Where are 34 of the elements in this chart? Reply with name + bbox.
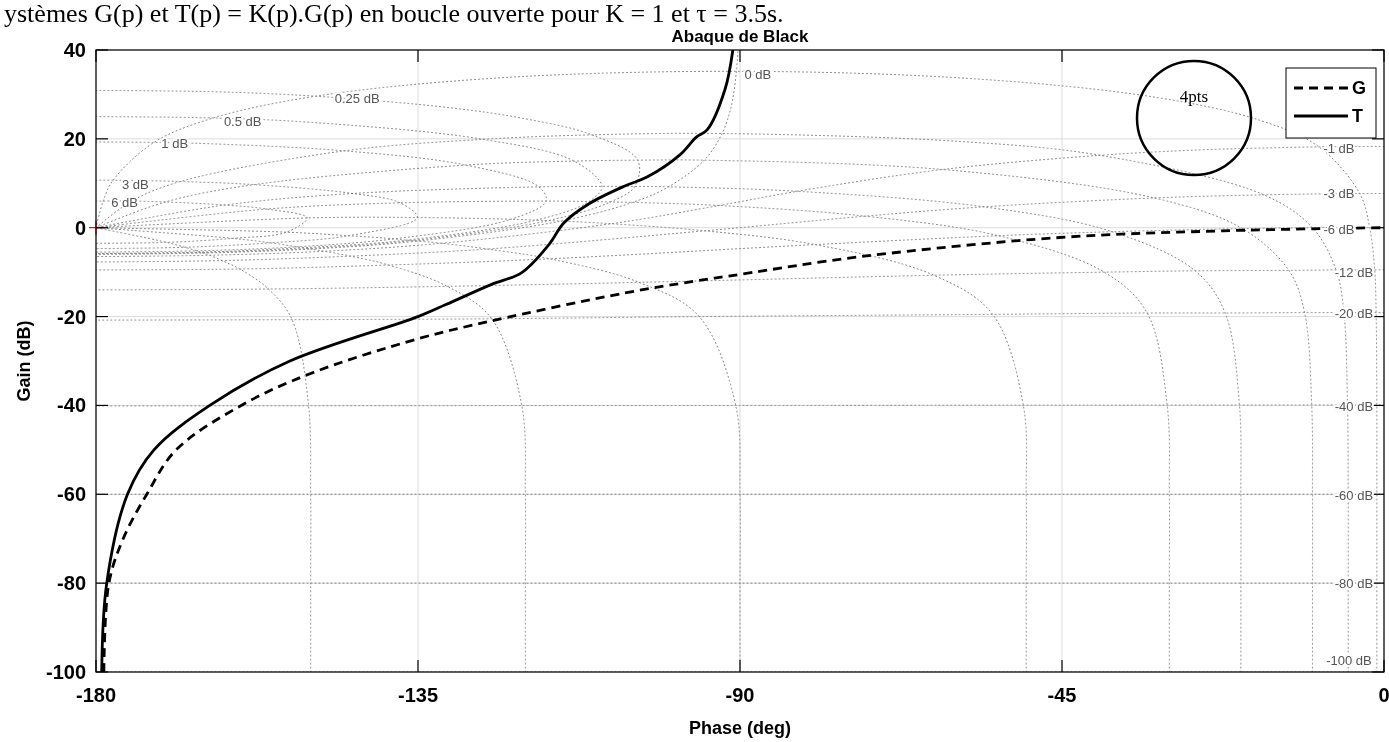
- annotation: 6 dB: [111, 194, 138, 210]
- y-tick-label: -20: [57, 305, 86, 328]
- annotation: 0.25 dB: [334, 91, 380, 107]
- annotation: 0 dB: [744, 66, 772, 82]
- x-tick-label: 0: [1378, 684, 1389, 706]
- y-tick-label: -40: [57, 394, 86, 417]
- y-tick-label: -80: [57, 572, 86, 595]
- y-tick-label: -60: [57, 483, 86, 506]
- annotation: -40 dB: [1334, 398, 1374, 414]
- x-axis-title: Phase (deg): [688, 718, 792, 738]
- legend-label: T: [1352, 106, 1363, 127]
- y-tick-label: 0: [74, 216, 86, 239]
- annotation: -60 dB: [1334, 488, 1374, 504]
- annotation: -80 dB: [1334, 575, 1374, 591]
- x-tick-label: -90: [725, 684, 755, 706]
- annotation: -12 dB: [1334, 265, 1374, 281]
- y-tick-label: 40: [63, 39, 86, 61]
- annotation: 1 dB: [161, 135, 189, 151]
- x-tick-label: -180: [75, 684, 117, 706]
- legend-label: G: [1352, 78, 1367, 99]
- x-tick-label: -135: [397, 684, 439, 706]
- y-tick-label: 20: [63, 127, 86, 150]
- y-axis-title: Gain (dB): [14, 320, 34, 402]
- text: ystèmes G(p) et T(p) = K(p).G(p) en boucle ouverte pour K = 1 et τ = 3.5s.: [4, 0, 784, 28]
- annotation: -1 dB: [1323, 140, 1355, 156]
- x-tick-label: -45: [1047, 684, 1077, 706]
- annotation: 4pts: [1179, 87, 1209, 106]
- annotation: -100 dB: [1326, 653, 1372, 668]
- annotation: 3 dB: [121, 176, 149, 192]
- y-tick-label: -100: [45, 661, 86, 683]
- annotation: 0.5 dB: [223, 113, 262, 129]
- annotation: -3 dB: [1323, 186, 1355, 202]
- annotation: -20 dB: [1334, 306, 1374, 322]
- chart-title: Abaque de Black: [671, 27, 810, 46]
